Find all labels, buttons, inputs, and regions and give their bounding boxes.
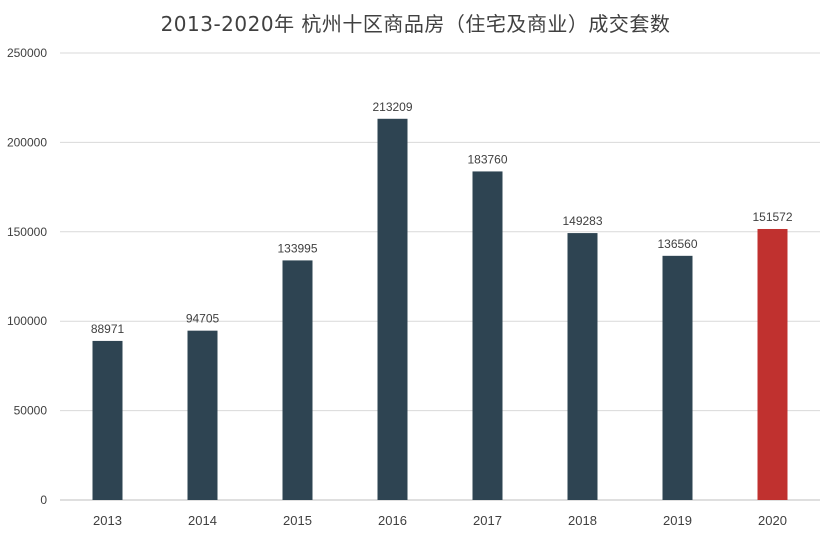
data-label-2015: 133995 [277, 241, 317, 255]
y-axis-ticks: 0 50000 100000 150000 200000 250000 [7, 46, 47, 507]
x-tick-label-2014: 2014 [188, 513, 217, 528]
data-label-2013: 88971 [91, 322, 125, 336]
bar-2020 [757, 228, 788, 500]
y-tick-label-50000: 50000 [14, 404, 48, 418]
bar-2014 [187, 330, 218, 500]
y-tick-label-0: 0 [40, 493, 47, 507]
data-label-2020: 151572 [752, 210, 792, 224]
gridlines [60, 52, 820, 501]
y-tick-label-250000: 250000 [7, 46, 47, 60]
bar-2019 [662, 255, 693, 500]
data-label-2014: 94705 [186, 312, 220, 326]
x-tick-label-2018: 2018 [568, 513, 597, 528]
x-axis-ticks: 2013 2014 2015 2016 2017 2018 2019 2020 [93, 513, 787, 528]
x-tick-label-2013: 2013 [93, 513, 122, 528]
x-tick-label-2019: 2019 [663, 513, 692, 528]
x-tick-label-2017: 2017 [473, 513, 502, 528]
y-tick-label-100000: 100000 [7, 314, 47, 328]
data-label-2019: 136560 [657, 237, 697, 251]
data-labels: 88971 94705 133995 213209 183760 149283 136560… [91, 100, 793, 336]
bar-2015 [282, 260, 313, 500]
x-tick-label-2016: 2016 [378, 513, 407, 528]
y-tick-label-200000: 200000 [7, 135, 47, 149]
y-tick-label-150000: 150000 [7, 225, 47, 239]
data-label-2018: 149283 [562, 214, 602, 228]
x-tick-label-2020: 2020 [758, 513, 787, 528]
bar-2017 [472, 171, 503, 500]
chart-title: 2013-2020年 杭州十区商品房（住宅及商业）成交套数 [160, 12, 671, 36]
data-label-2017: 183760 [467, 152, 507, 166]
bar-2016 [377, 118, 408, 500]
bar-2013 [92, 340, 123, 500]
bars [92, 118, 788, 500]
x-tick-label-2015: 2015 [283, 513, 312, 528]
data-label-2016: 213209 [372, 100, 412, 114]
bar-2018 [567, 233, 598, 500]
